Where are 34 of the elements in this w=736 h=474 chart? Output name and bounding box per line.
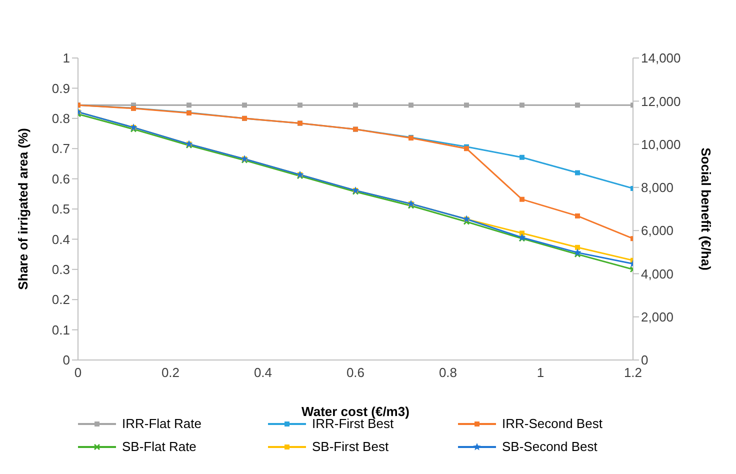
y-tick-label: 0.5	[52, 202, 70, 217]
y-tick-label: 0.1	[52, 322, 70, 338]
y-tick-label: 0.7	[52, 141, 70, 156]
y2-tick-label: 14,000	[641, 50, 681, 66]
y-tick-label: 0.8	[52, 111, 70, 126]
x-tick-label: 1	[536, 365, 544, 380]
y2-tick-label: 4,000	[641, 266, 674, 282]
y2-tick-label: 6,000	[641, 223, 674, 238]
y-tick-label: 0.4	[52, 232, 70, 247]
legend-label: IRR-Flat Rate	[122, 416, 202, 431]
x-tick-label: 0.2	[161, 365, 180, 380]
y-tick-label: 0.9	[52, 80, 70, 96]
legend-label: SB-First Best	[312, 439, 389, 454]
y2-tick-label: 10,000	[641, 136, 681, 152]
y2-tick-label: 0	[641, 352, 648, 368]
legend-label: SB-Flat Rate	[122, 439, 196, 454]
y-tick-label: 1	[62, 50, 70, 66]
x-tick-label: 0.6	[346, 365, 365, 380]
x-tick-label: 0.8	[438, 365, 458, 380]
legend-label: SB-Second Best	[502, 439, 598, 454]
y-axis-title: Share of irrigated area (%)	[16, 128, 31, 290]
y2-axis-title: Social benefit (€/ha)	[698, 148, 714, 270]
y2-tick-label: 2,000	[641, 309, 674, 324]
y-tick-label: 0.3	[52, 262, 70, 278]
y-tick-label: 0.2	[52, 292, 70, 308]
y2-tick-label: 8,000	[641, 180, 674, 196]
x-axis-title: Water cost (€/m3)	[302, 404, 410, 419]
legend-label: IRR-Second Best	[502, 416, 602, 431]
x-tick-label: 1.2	[624, 365, 642, 380]
y2-tick-label: 12,000	[641, 94, 681, 109]
x-tick-label: 0.4	[254, 365, 272, 380]
x-tick-label: 0	[74, 365, 82, 380]
y-tick-label: 0.6	[52, 171, 70, 186]
y-tick-label: 0	[62, 352, 70, 368]
